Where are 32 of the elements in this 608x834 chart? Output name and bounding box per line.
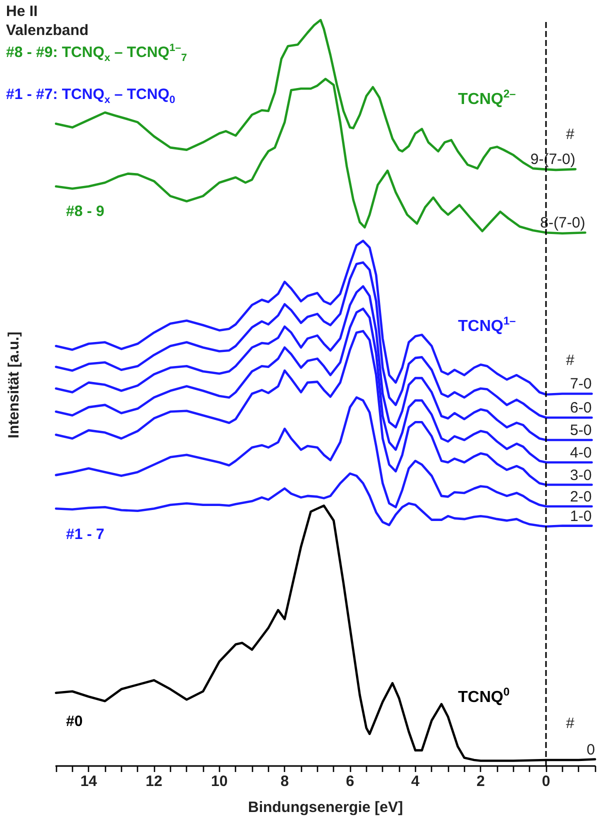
chart-title: He II [6,3,38,20]
x-axis-title: Bindungsenergie [eV] [248,799,404,816]
series-label: 2-0 [570,488,592,506]
x-tick-label: 4 [411,773,420,790]
chart-subtitle: Valenzband [6,22,89,40]
series-label: 0 [586,741,595,758]
annotation: TCNQ$^{0}$ [458,686,510,708]
x-tick-label: 0 [542,773,550,790]
series-label: 5-0 [570,422,592,439]
series-label: 8-(7-0) [540,214,586,232]
y-axis-title: Intensität [a.u.] [5,332,23,438]
annotation: TCNQ$^{2–}$ [458,88,516,110]
x-tick-label: 8 [280,773,289,790]
series-label: 1-0 [570,508,592,525]
x-tick-label: 12 [146,773,162,790]
annotation: # [566,352,574,370]
annotation: #0 [66,713,83,730]
annotation: #8 - 9 [66,203,104,220]
x-tick-label: 14 [80,773,98,790]
x-tick-label: 2 [476,773,485,790]
annotation: #1 - #7: TCNQ$_{x}$ – TCNQ$_{0}$ [6,86,176,106]
annotation: # [566,715,574,732]
x-tick-label: 6 [346,773,354,790]
series-label: 9-(7-0) [530,151,576,168]
series-label: 4-0 [570,444,592,462]
annotation: TCNQ$^{1–}$ [458,316,516,336]
annotation: # [566,126,574,144]
x-tick-label: 10 [210,773,228,790]
series-label: 6-0 [570,400,592,417]
series-label: 3-0 [570,466,592,484]
annotation: #1 - 7 [66,526,104,544]
series-label: 7-0 [570,376,592,393]
